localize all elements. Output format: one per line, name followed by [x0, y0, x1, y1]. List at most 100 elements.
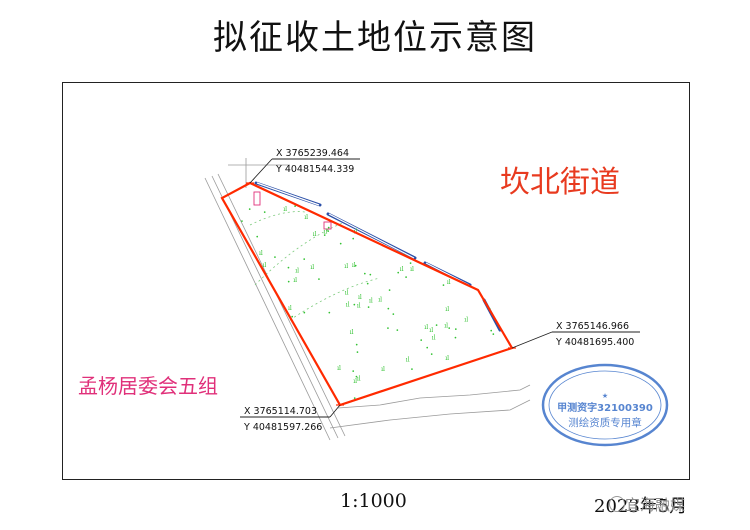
vegetation-mark: ıl: [283, 206, 287, 213]
coord-3-x: X 3765114.703: [244, 406, 317, 417]
vegetation-mark: ıl: [358, 294, 362, 301]
vegetation-mark: ∙: [430, 351, 433, 358]
vegetation-mark: ıl: [352, 262, 356, 269]
vegetation-mark: ∙: [263, 209, 266, 216]
vegetation-mark: ∙: [369, 272, 372, 279]
vegetation-mark: ∙: [241, 218, 244, 225]
vegetation-mark: ıl: [357, 376, 361, 383]
stamp-license: 甲测资字32100390: [557, 401, 653, 414]
vegetation-mark: ıl: [378, 296, 382, 303]
vegetation-mark: ıl: [324, 228, 328, 235]
vegetation-mark: ∙: [294, 203, 297, 210]
page-title: 拟征收土地位示意图: [213, 18, 537, 58]
vegetation-mark: ∙: [327, 228, 330, 235]
vegetation-mark: ∙: [411, 366, 414, 373]
vegetation-mark: ∙: [448, 325, 451, 332]
area-label-north: 坎北街道: [500, 165, 620, 200]
vegetation-mark: ıl: [447, 279, 451, 286]
coord-3-y: Y 40481597.266: [243, 422, 322, 433]
vegetation-mark: ıl: [259, 250, 263, 257]
vegetation-mark: ∙: [366, 281, 369, 288]
vegetation-mark: ıl: [424, 324, 428, 331]
vegetation-mark: ∙: [354, 262, 357, 269]
map-frame: [62, 82, 690, 480]
coord-1-y: Y 40481544.339: [275, 164, 354, 175]
vegetation-mark: ∙: [426, 345, 429, 352]
vegetation-mark: ıl: [353, 378, 357, 385]
map-scale: 1:1000: [340, 490, 407, 512]
vegetation-mark: ∙: [387, 325, 390, 332]
vegetation-mark: ∙: [248, 206, 251, 213]
vegetation-mark: ıl: [410, 266, 414, 273]
vegetation-mark: ∙: [442, 282, 445, 289]
vegetation-mark: ∙: [303, 256, 306, 263]
vegetation-mark: ∙: [287, 279, 290, 286]
vegetation-mark: ıl: [293, 277, 297, 284]
area-label-southwest: 孟杨居委会五组: [78, 374, 218, 398]
vegetation-mark: ∙: [367, 304, 370, 311]
svg-text:★: ★: [602, 392, 608, 400]
vegetation-mark: ∙: [454, 334, 457, 341]
vegetation-mark: ıl: [381, 366, 385, 373]
vegetation-mark: ıl: [295, 268, 299, 275]
vegetation-mark: ∙: [397, 270, 400, 277]
vegetation-mark: ∙: [387, 305, 390, 312]
vegetation-mark: ∙: [339, 240, 342, 247]
vegetation-mark: ∙: [303, 310, 306, 317]
vegetation-mark: ∙: [492, 331, 495, 338]
vegetation-mark: ∙: [323, 232, 326, 239]
road-strokes: [254, 181, 502, 332]
vegetation-mark: ∙: [392, 311, 395, 318]
vegetation-mark: ıl: [406, 357, 410, 364]
vegetation-mark: ıl: [429, 327, 433, 334]
vegetation-mark: ıl: [445, 306, 449, 313]
vegetation-mark: ∙: [318, 276, 321, 283]
vegetation-mark: ıl: [432, 335, 436, 342]
vegetation-mark: ıl: [350, 329, 354, 336]
vegetation-mark: ∙: [355, 342, 358, 349]
vegetation-mark: ıl: [304, 214, 308, 221]
vegetation-mark: ∙: [420, 337, 423, 344]
vegetation-mark: ıl: [464, 316, 468, 323]
coord-2-y: Y 40481695.400: [555, 337, 634, 348]
vegetation-mark: ∙: [353, 301, 356, 308]
vegetation-mark: ∙: [256, 233, 259, 240]
vegetation-mark: ıl: [344, 263, 348, 270]
vegetation-mark: ıl: [310, 264, 314, 271]
land-boundary: [220, 181, 514, 407]
vegetation-mark: ıl: [445, 355, 449, 362]
coord-2-x: X 3765146.966: [556, 321, 629, 332]
vegetation-mark: ∙: [396, 327, 399, 334]
vegetation-mark: ∙: [274, 254, 277, 261]
vegetation-mark: ∙: [328, 310, 331, 317]
vegetation-mark: ıl: [337, 365, 341, 372]
vegetation-mark: ıl: [313, 231, 317, 238]
vegetation-mark: ∙: [327, 225, 330, 232]
coord-1-x: X 3765239.464: [276, 148, 349, 159]
watermark-icon: [609, 496, 625, 512]
vegetation-mark: ∙: [405, 274, 408, 281]
vegetation-mark: ıl: [369, 298, 373, 305]
vegetation-mark: ∙: [490, 327, 493, 334]
vegetation-mark: ıl: [400, 266, 404, 273]
vegetation-mark: ıl: [444, 322, 448, 329]
vegetation-mark: ∙: [287, 265, 290, 272]
vegetation-mark: ∙: [291, 314, 294, 321]
vegetation-mark: ∙: [356, 349, 359, 356]
building-marks: [253, 191, 332, 230]
vegetation-mark: ∙: [355, 374, 358, 381]
vegetation-mark: ∙: [388, 287, 391, 294]
vegetation-mark: ∙: [352, 236, 355, 243]
coordinate-leaders: [240, 158, 640, 418]
vegetation-mark: ∙: [363, 270, 366, 277]
stamp-caption: 测绘资质专用章: [568, 416, 642, 429]
vegetation-mark: ∙: [352, 368, 355, 375]
vegetation-mark: ∙: [435, 322, 438, 329]
vegetation-mark: ıl: [263, 262, 267, 269]
watermark-text: 宜海融媒: [625, 496, 686, 514]
vegetation-mark: ıl: [288, 305, 292, 312]
vegetation-mark: ıl: [357, 302, 361, 309]
vegetation-mark: ıl: [345, 290, 349, 297]
street-lines: [204, 158, 531, 441]
vegetation-mark: ∙: [454, 326, 457, 333]
